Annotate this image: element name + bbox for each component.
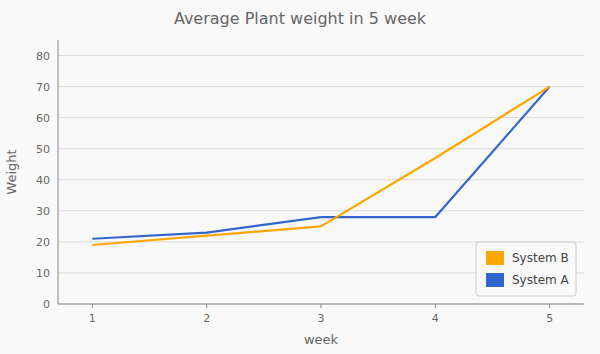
x-tick-label: 3 [318,312,325,325]
y-axis-label: Weight [4,149,19,194]
grid-line [58,86,584,87]
grid-line [58,179,584,180]
x-tick-label: 2 [203,312,210,325]
grid-line [58,148,584,149]
chart: 0 10 20 30 40 50 60 70 80 1 2 3 4 5 Average Plant weig… [0,0,600,354]
y-tick-label: 40 [36,174,50,187]
x-tick-label: 5 [546,312,553,325]
series-lines [92,87,549,245]
x-axis-label: week [304,332,339,347]
y-tick-label: 20 [36,236,50,249]
background [0,0,600,354]
x-tick [435,304,436,308]
series-line [92,87,549,239]
x-tick-label: 4 [432,312,439,325]
y-tick-label: 0 [43,298,50,311]
y-tick-label: 30 [36,205,50,218]
y-tick-label: 70 [36,81,50,94]
grid-line [58,210,584,211]
x-tick-label: 1 [89,312,96,325]
y-tick-label: 10 [36,267,50,280]
y-tick-label: 60 [36,112,50,125]
legend-label: System A [512,273,570,287]
grid [58,56,584,304]
x-tick [206,304,207,308]
legend-label: System B [512,251,569,265]
y-tick-label: 80 [36,50,50,63]
legend: System B System A [476,242,576,296]
x-tick [321,304,322,308]
y-axis-line [58,40,59,304]
grid-line [58,117,584,118]
x-tick [549,304,550,308]
title: Average Plant weight in 5 week [174,9,427,28]
grid-line [58,304,584,305]
x-axis-line [58,304,584,305]
y-tick-label: 50 [36,143,50,156]
series-line [92,87,549,245]
legend-frame [476,242,576,296]
legend-swatch [486,273,504,287]
legend-swatch [486,251,504,265]
x-tick [92,304,93,308]
grid-line [58,55,584,56]
